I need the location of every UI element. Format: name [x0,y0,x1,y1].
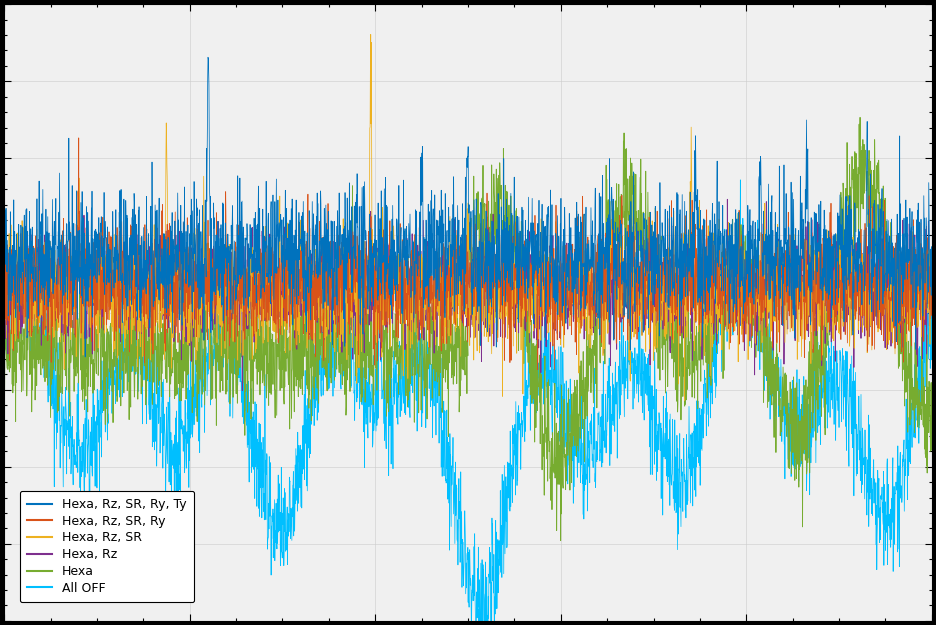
Line: Hexa: Hexa [4,118,932,541]
Hexa, Rz, SR [104,294,115,302]
Hexa [0,309,9,317]
Hexa, Rz [909,264,920,271]
Line: Hexa, Rz, SR, Ry, Ty: Hexa, Rz, SR, Ry, Ty [4,58,932,357]
Hexa, Rz, SR [395,253,406,260]
Hexa, Rz, SR, Ry, Ty [80,353,91,361]
Hexa [104,368,115,376]
Hexa, Rz, SR [927,268,936,276]
Hexa, Rz [927,309,936,316]
All OFF [394,413,405,421]
Hexa, Rz, SR, Ry [0,331,9,338]
Hexa, Rz, SR, Ry [73,134,84,142]
Hexa, Rz, SR, Ry, Ty [809,208,820,216]
Hexa, Rz, SR, Ry, Ty [202,54,213,61]
Hexa, Rz [0,264,9,271]
Hexa, Rz [104,248,115,255]
Hexa, Rz, SR, Ry [548,366,560,374]
Hexa, Rz [722,196,733,203]
Hexa, Rz, SR, Ry, Ty [0,238,9,246]
Hexa, Rz, SR, Ry, Ty [355,273,366,281]
Hexa [159,346,170,353]
Hexa, Rz, SR, Ry [809,282,820,290]
Hexa, Rz, SR, Ry, Ty [395,231,406,239]
Hexa, Rz, SR [909,294,920,302]
Hexa [394,359,405,366]
All OFF [104,349,115,357]
All OFF [927,294,936,302]
Hexa, Rz, SR [809,246,820,254]
Hexa [909,411,920,419]
All OFF [354,376,365,384]
Hexa, Rz, SR, Ry [395,320,406,328]
All OFF [0,332,9,340]
Hexa, Rz [237,387,248,394]
Hexa, Rz, SR, Ry, Ty [927,258,936,266]
Hexa, Rz [809,260,820,268]
Hexa, Rz, SR, Ry [160,347,171,354]
Hexa [809,347,820,354]
Hexa, Rz, SR [365,31,376,38]
Line: Hexa, Rz, SR, Ry: Hexa, Rz, SR, Ry [4,138,932,370]
Hexa, Rz, SR, Ry [355,247,366,254]
All OFF [809,332,820,339]
Hexa [855,114,866,121]
Hexa [927,424,936,431]
Line: Hexa, Rz: Hexa, Rz [4,199,932,391]
Line: All OFF: All OFF [4,180,932,625]
Hexa, Rz, SR [354,271,365,279]
Hexa, Rz, SR [679,397,690,404]
Hexa [354,321,365,329]
Hexa, Rz, SR, Ry, Ty [160,236,171,244]
All OFF [159,431,170,438]
Hexa, Rz, SR, Ry [909,278,920,286]
Hexa, Rz, SR [159,263,170,271]
Hexa, Rz [395,286,406,293]
Hexa, Rz [355,306,366,314]
All OFF [735,176,746,184]
Hexa, Rz, SR, Ry [927,311,936,318]
Legend: Hexa, Rz, SR, Ry, Ty, Hexa, Rz, SR, Ry, Hexa, Rz, SR, Hexa, Rz, Hexa, All OFF: Hexa, Rz, SR, Ry, Ty, Hexa, Rz, SR, Ry, … [20,491,195,602]
Hexa, Rz, SR, Ry, Ty [105,269,116,276]
Hexa, Rz, SR, Ry [105,244,116,251]
Hexa, Rz, SR, Ry, Ty [909,234,920,241]
All OFF [909,421,920,429]
Hexa, Rz [159,257,170,264]
Line: Hexa, Rz, SR: Hexa, Rz, SR [4,34,932,401]
Hexa, Rz, SR [0,321,9,329]
Hexa [555,537,566,544]
